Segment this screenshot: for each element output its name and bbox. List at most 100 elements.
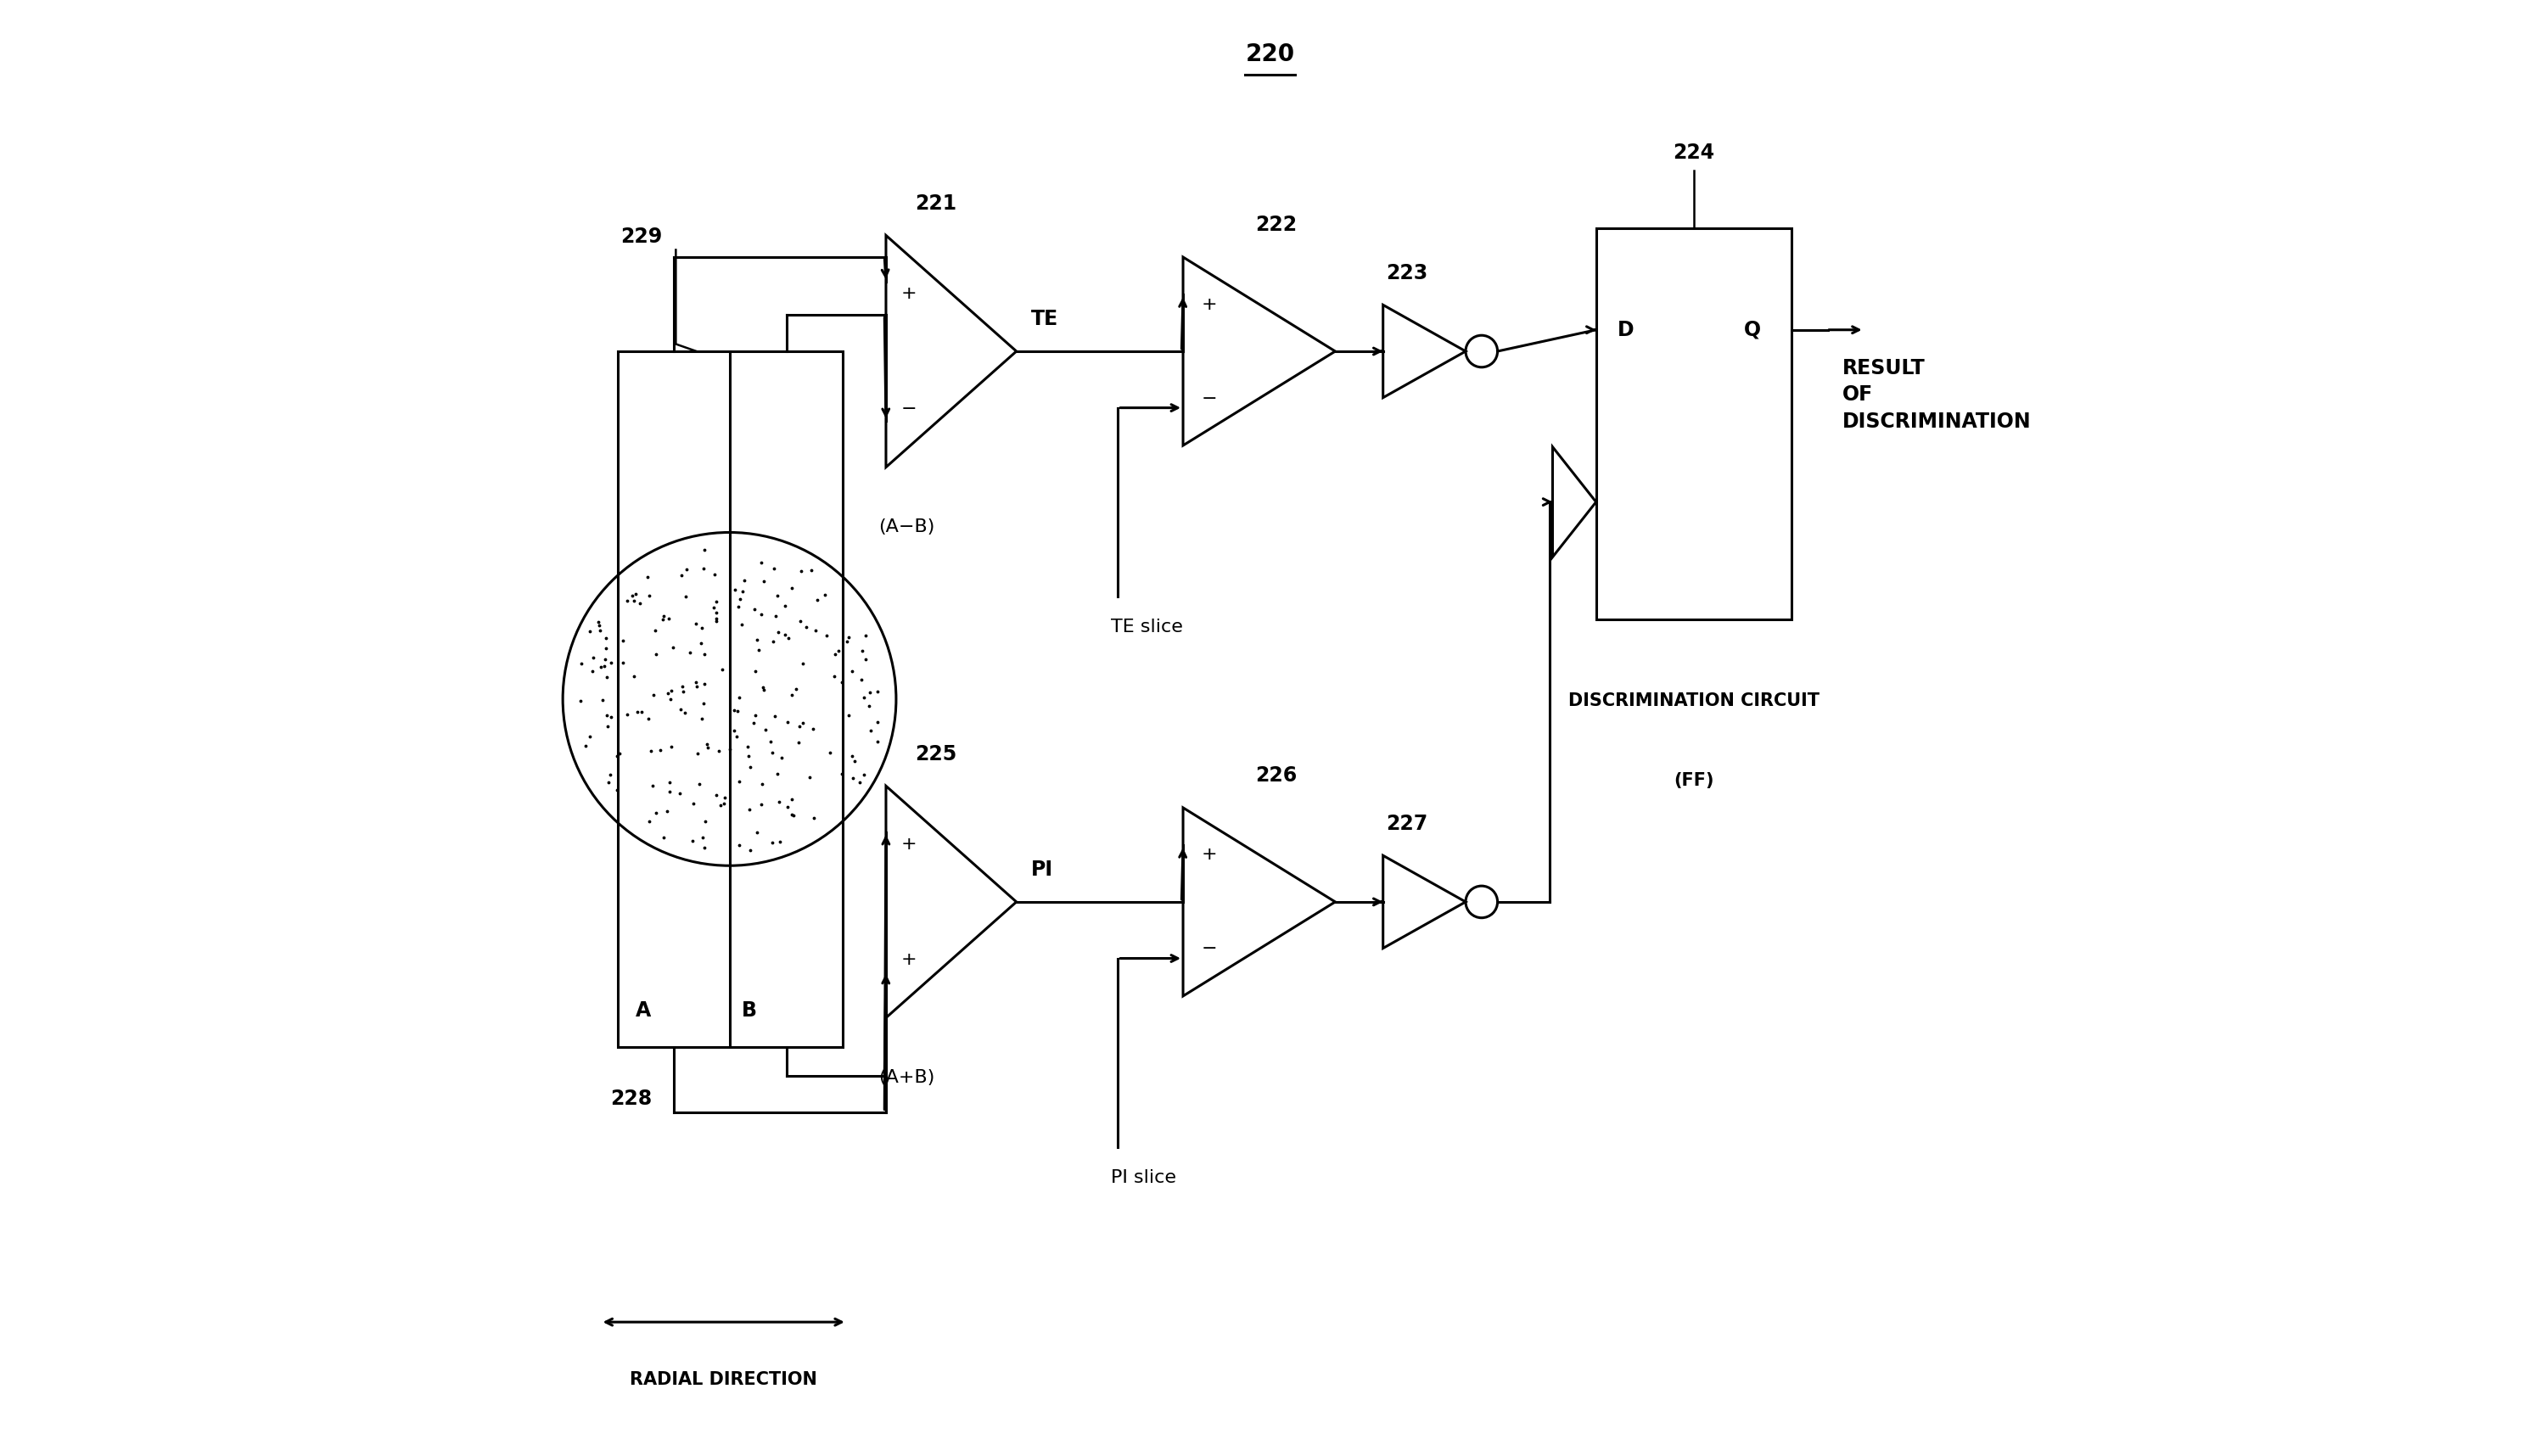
- Point: [696, 783, 737, 807]
- Point: [833, 750, 874, 773]
- Text: 226: 226: [1255, 766, 1298, 786]
- Point: [587, 715, 627, 738]
- Text: 227: 227: [1387, 814, 1427, 834]
- Text: 228: 228: [610, 1089, 653, 1109]
- Point: [828, 626, 869, 649]
- Text: RADIAL DIRECTION: RADIAL DIRECTION: [630, 1372, 818, 1389]
- Point: [683, 673, 724, 696]
- Point: [569, 619, 610, 642]
- Text: (A+B): (A+B): [879, 1069, 935, 1086]
- Point: [693, 562, 734, 585]
- Point: [612, 584, 653, 607]
- Point: [734, 598, 775, 622]
- Point: [716, 725, 757, 748]
- Point: [744, 718, 785, 741]
- Point: [826, 630, 866, 654]
- Point: [683, 539, 724, 562]
- Point: [602, 629, 643, 652]
- Point: [592, 651, 632, 674]
- Point: [696, 607, 737, 630]
- Point: [630, 810, 671, 833]
- Text: (A−B): (A−B): [879, 518, 935, 536]
- Text: PI slice: PI slice: [1110, 1169, 1176, 1187]
- Point: [632, 773, 673, 796]
- Text: 222: 222: [1255, 215, 1298, 236]
- Point: [765, 623, 805, 646]
- Point: [615, 665, 655, 689]
- Point: [566, 734, 607, 757]
- Point: [572, 645, 612, 668]
- Text: RESULT
OF
DISCRIMINATION: RESULT OF DISCRIMINATION: [1841, 358, 2032, 432]
- Point: [701, 794, 742, 817]
- Point: [780, 609, 820, 632]
- Point: [673, 828, 714, 852]
- Point: [843, 639, 884, 662]
- Point: [696, 601, 737, 625]
- Point: [790, 559, 831, 582]
- Point: [615, 588, 655, 612]
- Point: [650, 687, 691, 711]
- Point: [559, 689, 599, 712]
- Point: [620, 591, 660, 614]
- Point: [561, 652, 602, 676]
- Point: [767, 795, 808, 818]
- Point: [772, 788, 813, 811]
- Point: [597, 744, 638, 767]
- Point: [714, 578, 754, 601]
- Point: [780, 715, 820, 738]
- Point: [726, 735, 767, 759]
- Point: [643, 826, 683, 849]
- Point: [650, 678, 691, 702]
- Point: [737, 628, 777, 651]
- Point: [696, 610, 737, 633]
- Point: [795, 619, 836, 642]
- Point: [572, 660, 612, 683]
- Point: [772, 683, 813, 706]
- Text: 225: 225: [914, 744, 958, 764]
- Point: [848, 681, 889, 705]
- Point: [683, 836, 724, 859]
- Point: [587, 703, 627, 727]
- Point: [676, 674, 716, 697]
- Point: [622, 700, 663, 724]
- Point: [630, 584, 671, 607]
- Point: [681, 632, 721, 655]
- Point: [775, 804, 815, 827]
- Point: [589, 763, 630, 786]
- Point: [671, 641, 711, 664]
- Point: [665, 558, 706, 581]
- Point: [752, 741, 792, 764]
- Point: [681, 708, 721, 731]
- Point: [729, 839, 770, 862]
- Text: 220: 220: [1245, 42, 1295, 66]
- Point: [742, 794, 782, 817]
- Point: [752, 830, 792, 853]
- Point: [805, 582, 846, 606]
- Point: [757, 761, 798, 785]
- Point: [719, 833, 759, 856]
- Point: [683, 826, 724, 849]
- Point: [767, 711, 808, 734]
- Point: [589, 770, 630, 794]
- Text: −: −: [1201, 390, 1217, 406]
- Text: −: −: [1201, 941, 1217, 958]
- Point: [653, 636, 693, 660]
- Point: [792, 718, 833, 741]
- Point: [833, 767, 874, 791]
- Point: [742, 550, 782, 574]
- Point: [640, 738, 681, 761]
- Point: [742, 603, 782, 626]
- Point: [798, 588, 838, 612]
- Point: [843, 686, 884, 709]
- Text: 223: 223: [1387, 262, 1427, 282]
- Point: [650, 780, 691, 804]
- Text: D: D: [1618, 320, 1633, 341]
- Bar: [1595, 229, 1791, 619]
- Point: [856, 680, 897, 703]
- Point: [648, 770, 688, 794]
- Text: DISCRIMINATION CIRCUIT: DISCRIMINATION CIRCUIT: [1567, 693, 1819, 709]
- Point: [739, 638, 780, 661]
- Point: [719, 594, 759, 617]
- Point: [584, 654, 625, 677]
- Point: [729, 744, 770, 767]
